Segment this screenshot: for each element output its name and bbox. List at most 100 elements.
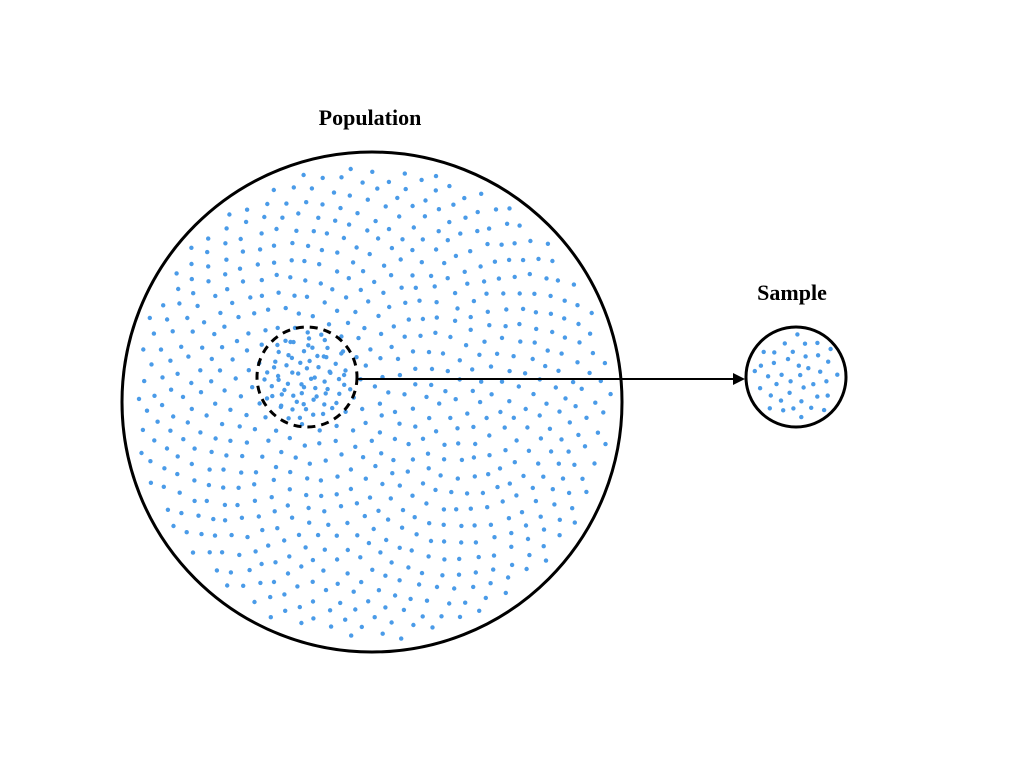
population-dot <box>397 483 402 488</box>
population-dot <box>136 396 142 402</box>
population-dot <box>399 285 404 290</box>
population-dot <box>442 442 447 447</box>
population-dot <box>479 379 484 384</box>
population-dot <box>316 215 321 220</box>
population-dot <box>512 241 517 246</box>
population-dot <box>273 464 279 470</box>
population-dot <box>499 379 505 384</box>
population-dot <box>209 379 214 384</box>
population-dot <box>168 387 174 392</box>
population-dot <box>225 287 230 292</box>
population-dot <box>151 331 157 336</box>
population-dot <box>155 419 160 424</box>
population-dot <box>410 247 415 253</box>
population-dot <box>288 469 293 475</box>
population-dot <box>520 306 526 312</box>
selection-dot <box>348 387 353 392</box>
population-dot <box>413 366 418 371</box>
sample-dot <box>799 414 804 420</box>
population-dot <box>287 435 292 441</box>
population-dot <box>499 335 505 341</box>
population-dot <box>228 407 233 412</box>
selection-dot <box>285 381 291 386</box>
population-dot <box>579 386 584 391</box>
population-dot <box>334 492 339 497</box>
population-dot <box>223 241 228 246</box>
selection-dot <box>283 338 288 343</box>
population-dot <box>538 514 543 519</box>
population-dot <box>454 507 459 512</box>
population-dot <box>524 566 529 572</box>
population-dot <box>326 322 332 327</box>
population-dot <box>338 205 343 211</box>
population-dot <box>299 564 304 569</box>
population-dot <box>339 175 344 180</box>
population-dot <box>379 451 384 456</box>
population-dot <box>348 166 353 172</box>
population-dot <box>457 358 462 363</box>
population-dot <box>545 348 550 353</box>
population-dot <box>378 331 384 337</box>
population-dot <box>271 477 276 483</box>
population-dot <box>556 368 561 373</box>
population-dot <box>465 411 470 416</box>
population-dot <box>148 459 153 464</box>
population-dot <box>259 293 265 298</box>
population-dot <box>541 527 547 532</box>
population-dot <box>380 631 385 636</box>
population-dot <box>303 545 308 550</box>
population-dot <box>484 415 489 421</box>
population-dot <box>395 195 400 201</box>
selection-dot <box>290 370 295 375</box>
population-dot <box>531 391 536 397</box>
population-dot <box>530 485 535 491</box>
sample-dot <box>818 369 823 374</box>
population-dot <box>252 498 258 503</box>
selection-dot <box>279 392 284 397</box>
population-dot <box>417 298 422 303</box>
population-dot <box>516 384 521 389</box>
population-dot <box>342 382 347 387</box>
sample-dot <box>821 407 827 413</box>
population-dot <box>258 580 263 586</box>
population-dot <box>395 356 401 362</box>
population-dot <box>457 556 462 562</box>
population-dot <box>353 309 358 315</box>
population-dot <box>306 343 311 348</box>
population-dot <box>334 557 340 562</box>
population-dot <box>315 532 321 538</box>
selection-dot <box>264 396 270 401</box>
population-dot <box>397 214 402 219</box>
selection-region-dots <box>264 332 353 420</box>
sample-dot <box>771 360 777 366</box>
population-dot <box>402 392 407 397</box>
population-dot <box>496 276 502 281</box>
population-dot <box>339 452 344 457</box>
population-dot <box>428 273 434 279</box>
population-dot <box>380 481 385 487</box>
population-dot <box>420 614 425 619</box>
population-dot <box>388 496 393 501</box>
population-dot <box>547 426 553 431</box>
population-dot <box>299 620 304 626</box>
population-dot <box>205 249 210 255</box>
population-dot <box>307 520 312 525</box>
population-dot <box>244 207 250 212</box>
selection-dot <box>308 376 314 381</box>
selection-dot <box>316 365 321 370</box>
population-dot <box>518 339 523 344</box>
population-dot <box>328 624 334 629</box>
population-dot <box>377 401 383 406</box>
selection-dot <box>290 407 295 412</box>
population-dot <box>212 331 217 337</box>
population-dot <box>207 550 212 555</box>
population-dot <box>335 581 340 586</box>
population-dot <box>377 430 383 435</box>
population-dot <box>428 538 434 544</box>
population-dot <box>392 409 398 415</box>
population-dot <box>473 570 478 575</box>
population-dot <box>488 364 494 369</box>
population-dot <box>139 450 144 456</box>
population-dot <box>370 567 375 572</box>
population-dot <box>218 310 223 316</box>
